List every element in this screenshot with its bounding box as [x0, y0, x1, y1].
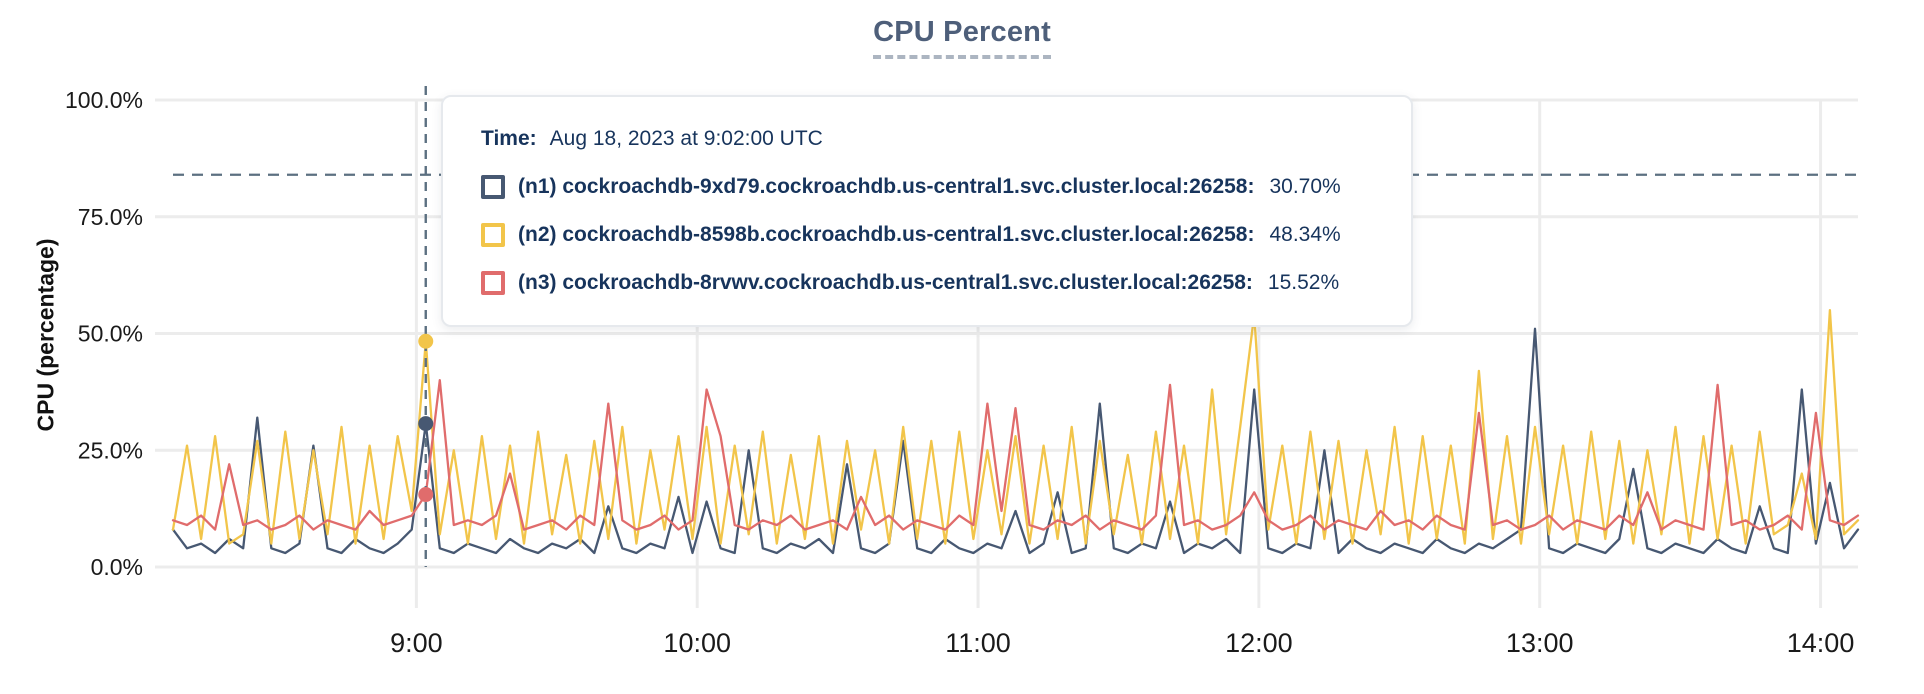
hover-dot-n1: [418, 416, 434, 432]
tooltip-host-n3: (n3) cockroachdb-8rvwv.cockroachdb.us-ce…: [518, 271, 1253, 294]
tooltip-host-n2: (n2) cockroachdb-8598b.cockroachdb.us-ce…: [518, 223, 1255, 246]
x-tick-label: 12:00: [1225, 628, 1293, 658]
tooltip-row-n3: (n3) cockroachdb-8rvwv.cockroachdb.us-ce…: [481, 271, 1371, 295]
tooltip-value-n3: 15.52%: [1267, 271, 1340, 294]
series-swatch-n2: [481, 223, 505, 247]
tooltip-time-value: Aug 18, 2023 at 9:02:00 UTC: [549, 127, 823, 150]
tooltip-row-n1: (n1) cockroachdb-9xd79.cockroachdb.us-ce…: [481, 175, 1371, 199]
tooltip-value-n1: 30.70%: [1269, 175, 1341, 198]
x-tick-label: 13:00: [1506, 628, 1574, 658]
series-line-n2: [171, 308, 1860, 545]
tooltip-value-n2: 48.34%: [1269, 223, 1341, 246]
y-tick-label: 75.0%: [78, 204, 143, 230]
tooltip-row-n2: (n2) cockroachdb-8598b.cockroachdb.us-ce…: [481, 223, 1371, 247]
hover-dot-n2: [418, 333, 434, 349]
chart-title: CPU Percent: [873, 16, 1051, 59]
chart-title-wrap: CPU Percent: [0, 16, 1924, 59]
tooltip-time-label: Time:: [481, 127, 537, 150]
series-line-n3: [171, 379, 1860, 531]
y-tick-label: 0.0%: [91, 554, 143, 580]
hover-tooltip: Time: Aug 18, 2023 at 9:02:00 UTC (n1) co…: [441, 95, 1413, 327]
x-tick-label: 10:00: [663, 628, 731, 658]
tooltip-host-n1: (n1) cockroachdb-9xd79.cockroachdb.us-ce…: [518, 175, 1255, 198]
tooltip-time-row: Time: Aug 18, 2023 at 9:02:00 UTC: [481, 127, 1371, 151]
x-tick-label: 14:00: [1787, 628, 1855, 658]
hover-dot-n3: [418, 487, 434, 503]
y-tick-label: 25.0%: [78, 437, 143, 463]
y-tick-label: 100.0%: [65, 87, 143, 113]
x-tick-label: 11:00: [945, 628, 1011, 658]
series-swatch-n3: [481, 271, 505, 295]
series-swatch-n1: [481, 175, 505, 199]
x-tick-label: 9:00: [390, 628, 443, 658]
y-tick-label: 50.0%: [78, 321, 143, 347]
